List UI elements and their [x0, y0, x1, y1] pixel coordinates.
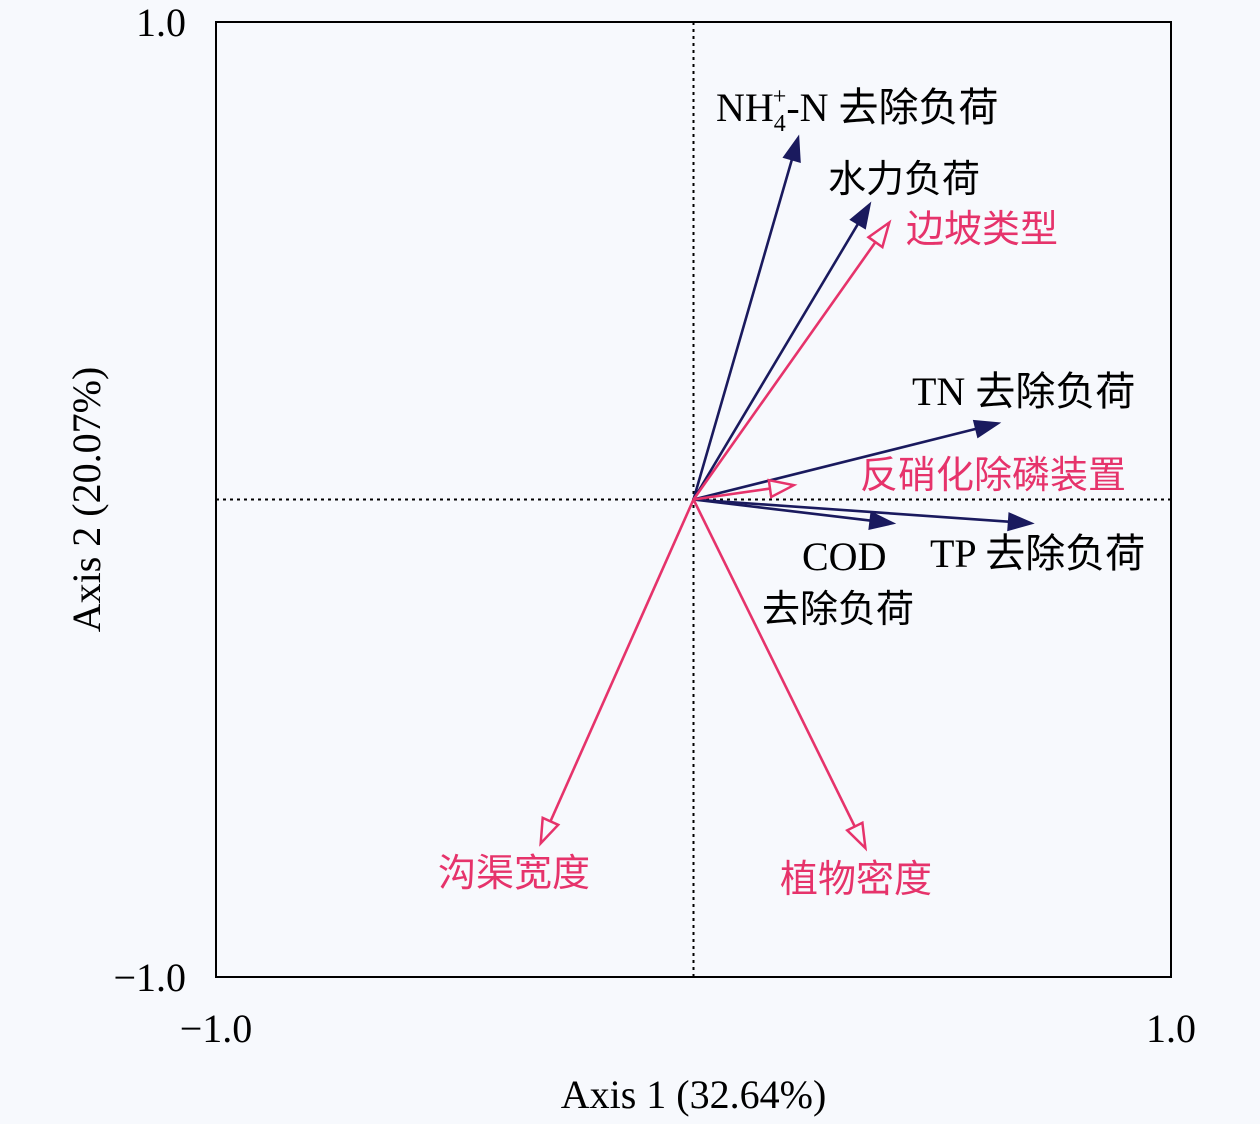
vector-label-slope: 边坡类型 — [906, 207, 1058, 251]
vector-head-nh4 — [782, 134, 801, 164]
vector-nh4 — [692, 134, 801, 500]
vector-line-cod — [693, 498, 871, 522]
vector-slope — [692, 219, 892, 501]
x-tick-right: 1.0 — [1146, 1006, 1196, 1051]
vector-head-slope — [866, 219, 892, 250]
vector-label-tn: TN 去除负荷 — [912, 369, 1135, 414]
vector-labels: NH4+-N 去除负荷 水力负荷 TN 去除负荷 COD 去除负荷 TP 去除负… — [438, 84, 1145, 901]
vector-head-density — [845, 820, 868, 852]
y-tick-bottom: −1.0 — [113, 955, 186, 1000]
vector-label-width: 沟渠宽度 — [438, 851, 590, 895]
x-axis-label: Axis 1 (32.64%) — [561, 1072, 827, 1117]
y-tick-top: 1.0 — [136, 0, 186, 45]
vector-line-tp — [693, 498, 1009, 523]
vector-head-width — [539, 816, 561, 847]
vector-label-tp: TP 去除负荷 — [930, 531, 1145, 576]
vector-line-slope — [692, 241, 877, 501]
vector-label-nh4: NH4+-N 去除负荷 — [716, 84, 999, 137]
vector-line-hydraulic — [692, 223, 859, 501]
vector-head-cod — [868, 510, 897, 530]
vector-width — [539, 498, 695, 847]
vector-tn — [693, 419, 1002, 501]
vector-label-denitrification: 反硝化除磷装置 — [860, 453, 1126, 497]
y-axis-label: Axis 2 (20.07%) — [64, 367, 109, 633]
vector-tp — [693, 498, 1035, 532]
vector-label-cod-line2: 去除负荷 — [762, 587, 914, 631]
vector-label-density: 植物密度 — [780, 857, 932, 901]
vector-line-density — [692, 498, 856, 828]
nh4-subscript: 4 — [774, 111, 786, 137]
vector-cod — [693, 498, 897, 530]
vector-label-cod-line1: COD — [802, 534, 886, 579]
tick-labels: 1.0 −1.0 −1.0 1.0 — [113, 0, 1196, 1051]
vector-head-tp — [1007, 512, 1035, 532]
vector-denitrification — [693, 478, 798, 501]
vector-line-denitrification — [693, 487, 771, 501]
x-tick-left: −1.0 — [180, 1006, 253, 1051]
vector-head-hydraulic — [849, 201, 872, 230]
vector-hydraulic — [692, 201, 872, 501]
vector-line-tn — [693, 427, 977, 501]
vector-label-hydraulic: 水力负荷 — [828, 157, 980, 201]
nh4-suffix: -N 去除负荷 — [786, 85, 998, 130]
nh4-superscript: + — [773, 84, 787, 110]
vector-line-nh4 — [692, 159, 794, 500]
vector-head-denitrification — [767, 478, 798, 499]
vector-density — [692, 498, 868, 852]
vector-line-width — [549, 498, 695, 822]
nh4-prefix: NH — [716, 85, 774, 130]
vector-arrows — [539, 134, 1035, 852]
vector-head-tn — [972, 419, 1002, 439]
